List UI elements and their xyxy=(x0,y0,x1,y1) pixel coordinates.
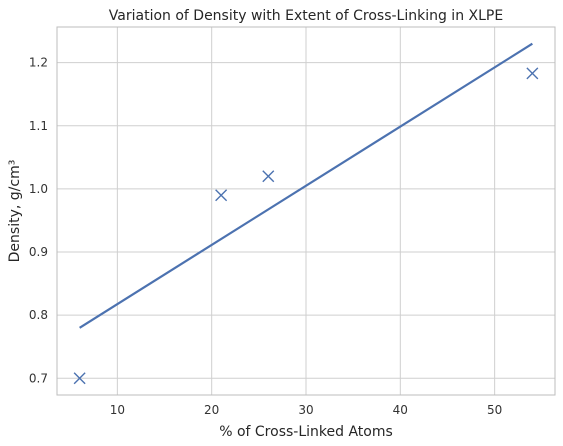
x-tick-label: 30 xyxy=(298,403,313,417)
y-tick-label: 0.8 xyxy=(29,308,48,322)
plot-frame xyxy=(56,26,556,396)
y-tick-label: 1.2 xyxy=(29,56,48,70)
x-tick-label: 10 xyxy=(110,403,125,417)
y-axis-label: Density, g/cm³ xyxy=(7,160,23,263)
tick-labels: 10 20 30 40 50 0.7 0.8 0.9 1.0 1.1 1.2 xyxy=(29,56,502,417)
chart-title: Variation of Density with Extent of Cros… xyxy=(109,8,503,24)
y-tick-label: 1.1 xyxy=(29,119,48,133)
data-point-marker xyxy=(215,189,228,202)
series-layer xyxy=(73,42,539,385)
data-point-marker xyxy=(73,372,86,385)
marker-stroke xyxy=(262,170,275,183)
marker-stroke xyxy=(215,189,228,202)
data-point-marker xyxy=(262,170,275,183)
marker-stroke xyxy=(526,67,539,80)
x-axis-label: % of Cross-Linked Atoms xyxy=(219,424,393,440)
marker-stroke xyxy=(73,372,86,385)
y-tick-label: 1.0 xyxy=(29,182,48,196)
x-tick-label: 40 xyxy=(393,403,408,417)
data-point-marker xyxy=(526,67,539,80)
fit-line xyxy=(79,42,533,329)
y-tick-label: 0.7 xyxy=(29,371,48,385)
grid xyxy=(57,27,555,395)
x-tick-label: 20 xyxy=(204,403,219,417)
x-tick-label: 50 xyxy=(487,403,502,417)
y-tick-label: 0.9 xyxy=(29,245,48,259)
